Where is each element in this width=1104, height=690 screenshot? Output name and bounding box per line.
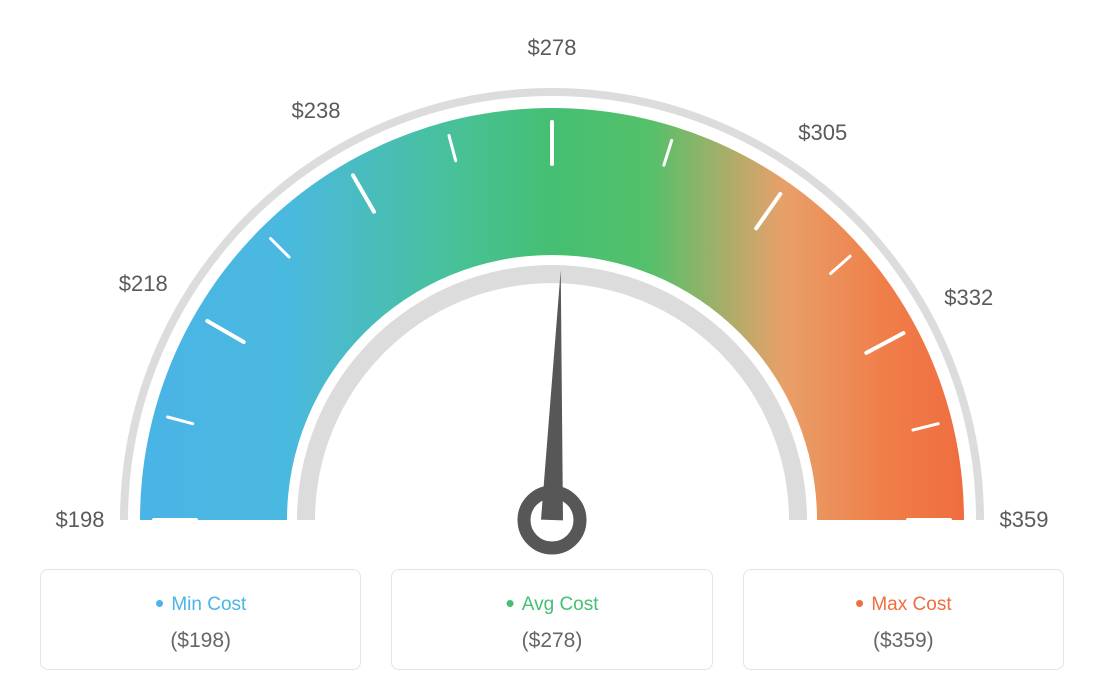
gauge-tick-label: $278 xyxy=(528,35,577,61)
legend-max-card: Max Cost ($359) xyxy=(743,569,1064,670)
gauge-tick-label: $359 xyxy=(1000,507,1049,533)
gauge-tick-label: $198 xyxy=(56,507,105,533)
legend-avg-value: ($278) xyxy=(402,629,701,653)
legend-min-title: Min Cost xyxy=(51,588,350,619)
legend-avg-title: Avg Cost xyxy=(402,588,701,619)
legend-row: Min Cost ($198) Avg Cost ($278) Max Cost… xyxy=(0,569,1104,670)
gauge-tick-label: $332 xyxy=(944,285,993,311)
legend-min-value: ($198) xyxy=(51,629,350,653)
legend-max-title: Max Cost xyxy=(754,588,1053,619)
gauge-tick-label: $238 xyxy=(292,98,341,124)
legend-min-card: Min Cost ($198) xyxy=(40,569,361,670)
gauge-tick-label: $218 xyxy=(119,271,168,297)
legend-avg-card: Avg Cost ($278) xyxy=(391,569,712,670)
gauge-tick-label: $305 xyxy=(798,120,847,146)
cost-gauge: $198 $218 $238 $278 $305 $332 $359 xyxy=(0,0,1104,560)
legend-max-value: ($359) xyxy=(754,629,1053,653)
